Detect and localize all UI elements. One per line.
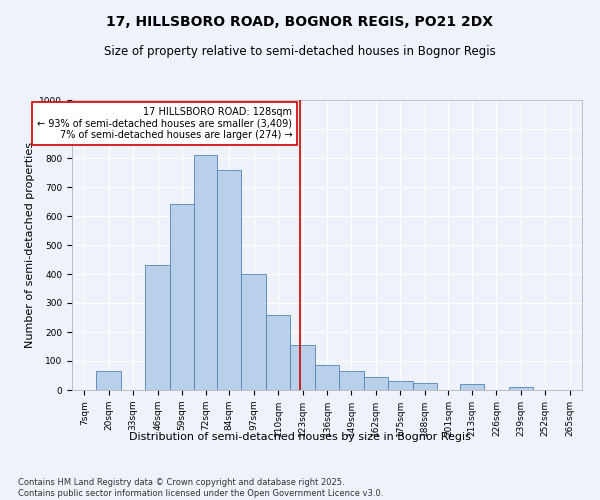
- Bar: [460, 384, 484, 390]
- Bar: [241, 274, 266, 390]
- Bar: [170, 204, 194, 390]
- Bar: [315, 366, 339, 390]
- Text: 17, HILLSBORO ROAD, BOGNOR REGIS, PO21 2DX: 17, HILLSBORO ROAD, BOGNOR REGIS, PO21 2…: [107, 15, 493, 29]
- Bar: [145, 266, 170, 390]
- Bar: [266, 314, 290, 390]
- Text: Distribution of semi-detached houses by size in Bognor Regis: Distribution of semi-detached houses by …: [129, 432, 471, 442]
- Text: Contains HM Land Registry data © Crown copyright and database right 2025.
Contai: Contains HM Land Registry data © Crown c…: [18, 478, 383, 498]
- Bar: [194, 155, 217, 390]
- Bar: [217, 170, 241, 390]
- Bar: [509, 387, 533, 390]
- Bar: [97, 371, 121, 390]
- Text: 17 HILLSBORO ROAD: 128sqm
← 93% of semi-detached houses are smaller (3,409)
7% o: 17 HILLSBORO ROAD: 128sqm ← 93% of semi-…: [37, 108, 292, 140]
- Text: Size of property relative to semi-detached houses in Bognor Regis: Size of property relative to semi-detach…: [104, 45, 496, 58]
- Bar: [339, 371, 364, 390]
- Bar: [364, 377, 388, 390]
- Bar: [388, 382, 413, 390]
- Y-axis label: Number of semi-detached properties: Number of semi-detached properties: [25, 142, 35, 348]
- Bar: [290, 345, 315, 390]
- Bar: [413, 383, 437, 390]
